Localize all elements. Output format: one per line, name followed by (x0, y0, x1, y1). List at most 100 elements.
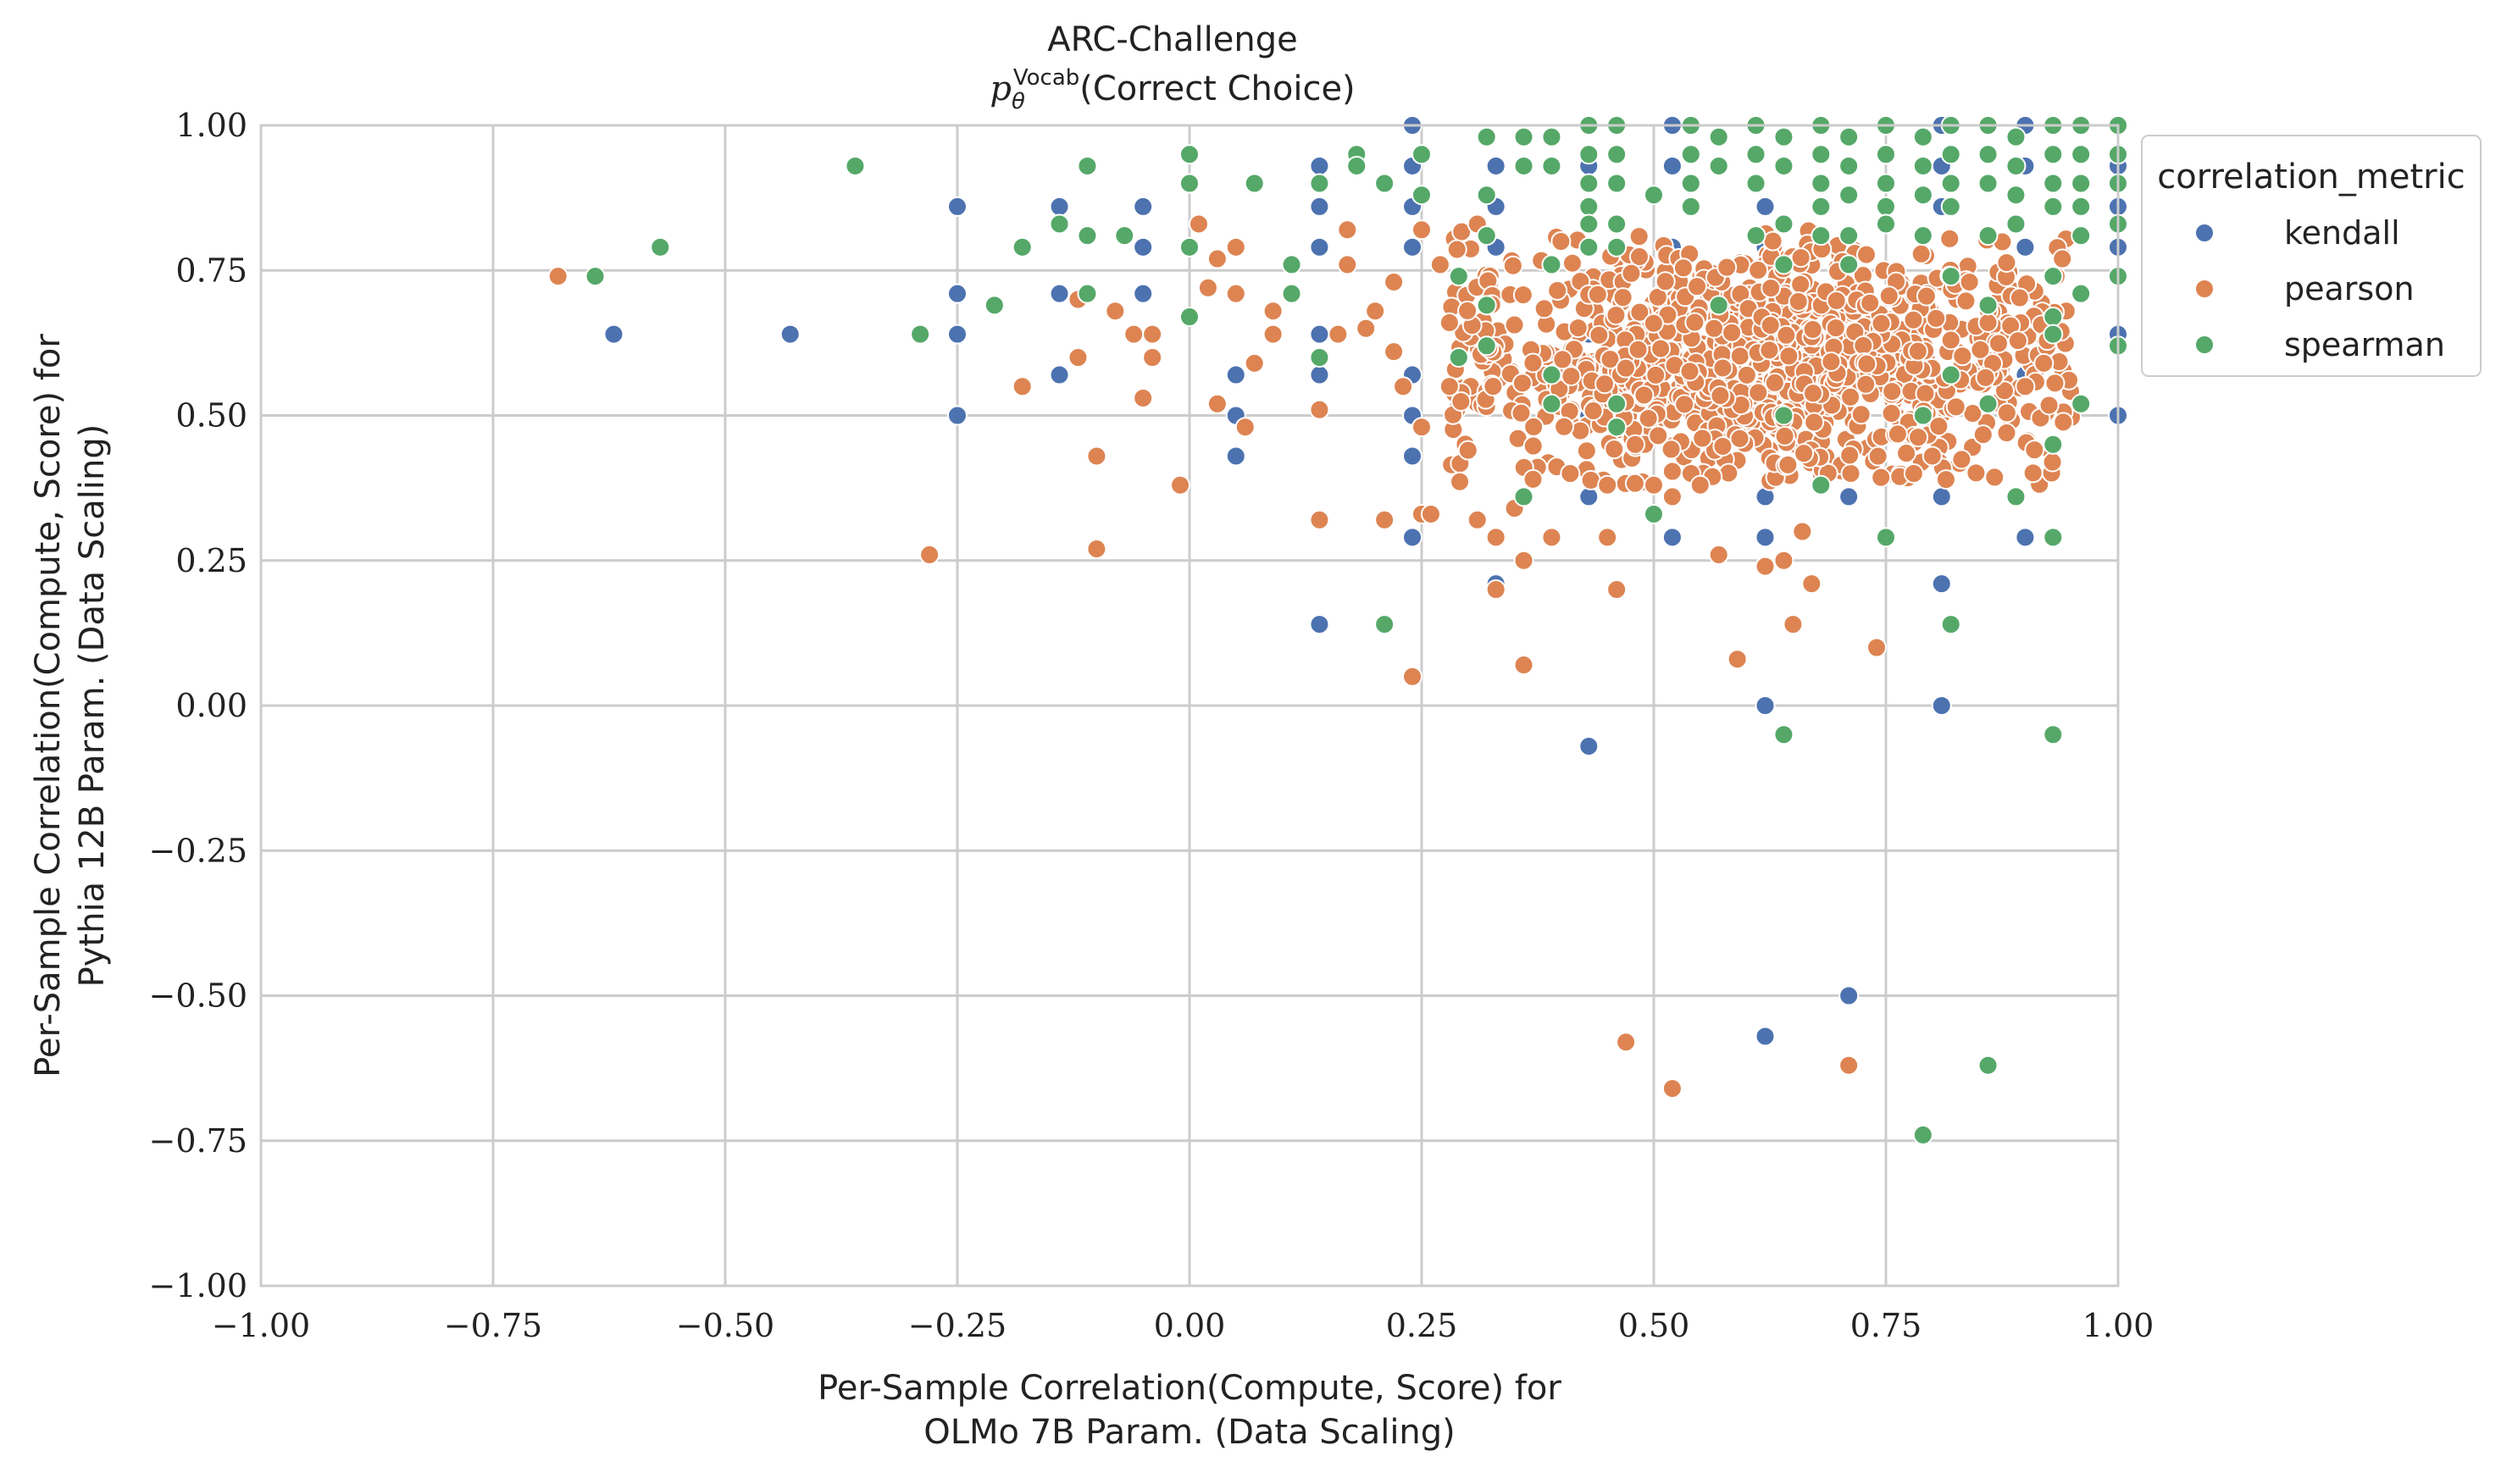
pearson-point (1446, 239, 1467, 260)
pearson-point (1133, 387, 1154, 408)
spearman-point (650, 236, 671, 257)
kendall-point (1133, 196, 1154, 217)
pearson-point (1328, 324, 1349, 345)
kendall-point (947, 196, 968, 217)
spearman-point (1476, 295, 1497, 316)
kendall-point (1755, 695, 1776, 716)
spearman-point (1773, 155, 1794, 176)
spearman-point (1680, 196, 1701, 217)
pearson-point (1748, 382, 1769, 403)
spearman-point (1745, 173, 1766, 194)
pearson-point (1783, 614, 1804, 635)
pearson-point (1887, 424, 1908, 445)
pearson-point (1661, 461, 1683, 482)
spearman-point (2071, 283, 2092, 304)
kendall-point (1049, 196, 1070, 217)
spearman-point (1912, 225, 1933, 246)
pearson-point (2009, 287, 2030, 308)
pearson-point (1411, 219, 1432, 241)
spearman-point (1912, 405, 1933, 426)
pearson-point (1547, 280, 1568, 301)
spearman-point (2005, 486, 2027, 507)
pearson-point (1604, 439, 1625, 460)
x-tick-label: 0.25 (1386, 1307, 1458, 1344)
spearman-point (1912, 185, 1933, 206)
pearson-point (2052, 248, 2073, 269)
pearson-point (1955, 291, 1977, 312)
pearson-point (1710, 385, 1731, 407)
pearson-point (1225, 283, 1246, 304)
pearson-point (1587, 284, 1608, 305)
spearman-point (1977, 173, 1999, 194)
kendall-point (1049, 364, 1070, 385)
pearson-point (1777, 454, 1799, 475)
pearson-point (1262, 301, 1284, 322)
pearson-point (1916, 285, 1937, 307)
pearson-point (1197, 277, 1218, 298)
pearson-point (1597, 527, 1618, 548)
spearman-point (1448, 347, 1469, 368)
y-tick-label: −1.00 (149, 1267, 247, 1304)
spearman-point (1940, 266, 1961, 287)
pearson-point (1589, 324, 1610, 346)
spearman-point (1179, 307, 1200, 328)
kendall-point (1931, 573, 1952, 595)
pearson-point (1621, 263, 1642, 284)
pearson-point (1774, 425, 1795, 446)
pearson-point (1244, 352, 1265, 374)
pearson-point (1776, 324, 1797, 346)
spearman-point (1745, 144, 1766, 165)
data-points (547, 115, 2128, 1145)
spearman-point (2071, 393, 2092, 414)
x-tick-label: −0.50 (676, 1307, 774, 1344)
spearman-point (2043, 434, 2064, 455)
spearman-point (1811, 144, 1832, 165)
pearson-point (1794, 443, 1815, 464)
pearson-point (1576, 440, 1597, 462)
pearson-point (1583, 401, 1604, 422)
pearson-point (1411, 417, 1432, 438)
pearson-point (1561, 252, 1583, 274)
pearson-point (2053, 412, 2074, 433)
kendall-point (1402, 236, 1423, 257)
pearson-point (1309, 399, 1330, 420)
pearson-point (1633, 385, 1655, 406)
pearson-point (1206, 393, 1228, 414)
pearson-point (1628, 339, 1649, 360)
pearson-point (1624, 473, 1645, 494)
spearman-point (845, 155, 866, 176)
spearman-point (2005, 185, 2027, 206)
pearson-point (1513, 550, 1534, 571)
pearson-point (1123, 324, 1145, 345)
pearson-point (1945, 396, 1966, 418)
spearman-point (2043, 196, 2064, 217)
pearson-point (1309, 509, 1330, 530)
x-tick-label: 0.75 (1850, 1307, 1922, 1344)
pearson-point (1871, 467, 1892, 488)
legend-marker-kendall (2194, 223, 2215, 243)
legend: correlation_metric kendall pearson spearma… (2141, 135, 2482, 377)
spearman-point (1977, 295, 1999, 316)
pearson-point (1629, 246, 1650, 268)
pearson-point (1996, 423, 2017, 444)
pearson-point (1736, 364, 1757, 385)
pearson-point (2042, 451, 2063, 473)
pearson-point (1882, 381, 1903, 402)
spearman-point (1374, 173, 1395, 194)
spearman-point (1012, 236, 1033, 257)
kendall-point (1755, 527, 1776, 548)
pearson-point (1450, 471, 1471, 492)
spearman-point (1411, 144, 1432, 165)
pearson-point (1689, 474, 1711, 496)
pearson-point (1105, 301, 1126, 322)
pearson-point (1996, 402, 2017, 424)
kendall-point (947, 405, 968, 426)
spearman-point (2043, 724, 2064, 745)
pearson-point (1860, 292, 1881, 313)
pearson-point (1790, 247, 1811, 269)
x-tick-labels: −1.00 −0.75 −0.50 −0.25 0.00 0.25 0.50 0.75 1.00 (212, 1307, 2154, 1344)
spearman-point (1940, 196, 1961, 217)
pearson-point (1170, 474, 1191, 496)
pearson-point (1068, 347, 1089, 368)
pearson-point (1638, 407, 1659, 429)
